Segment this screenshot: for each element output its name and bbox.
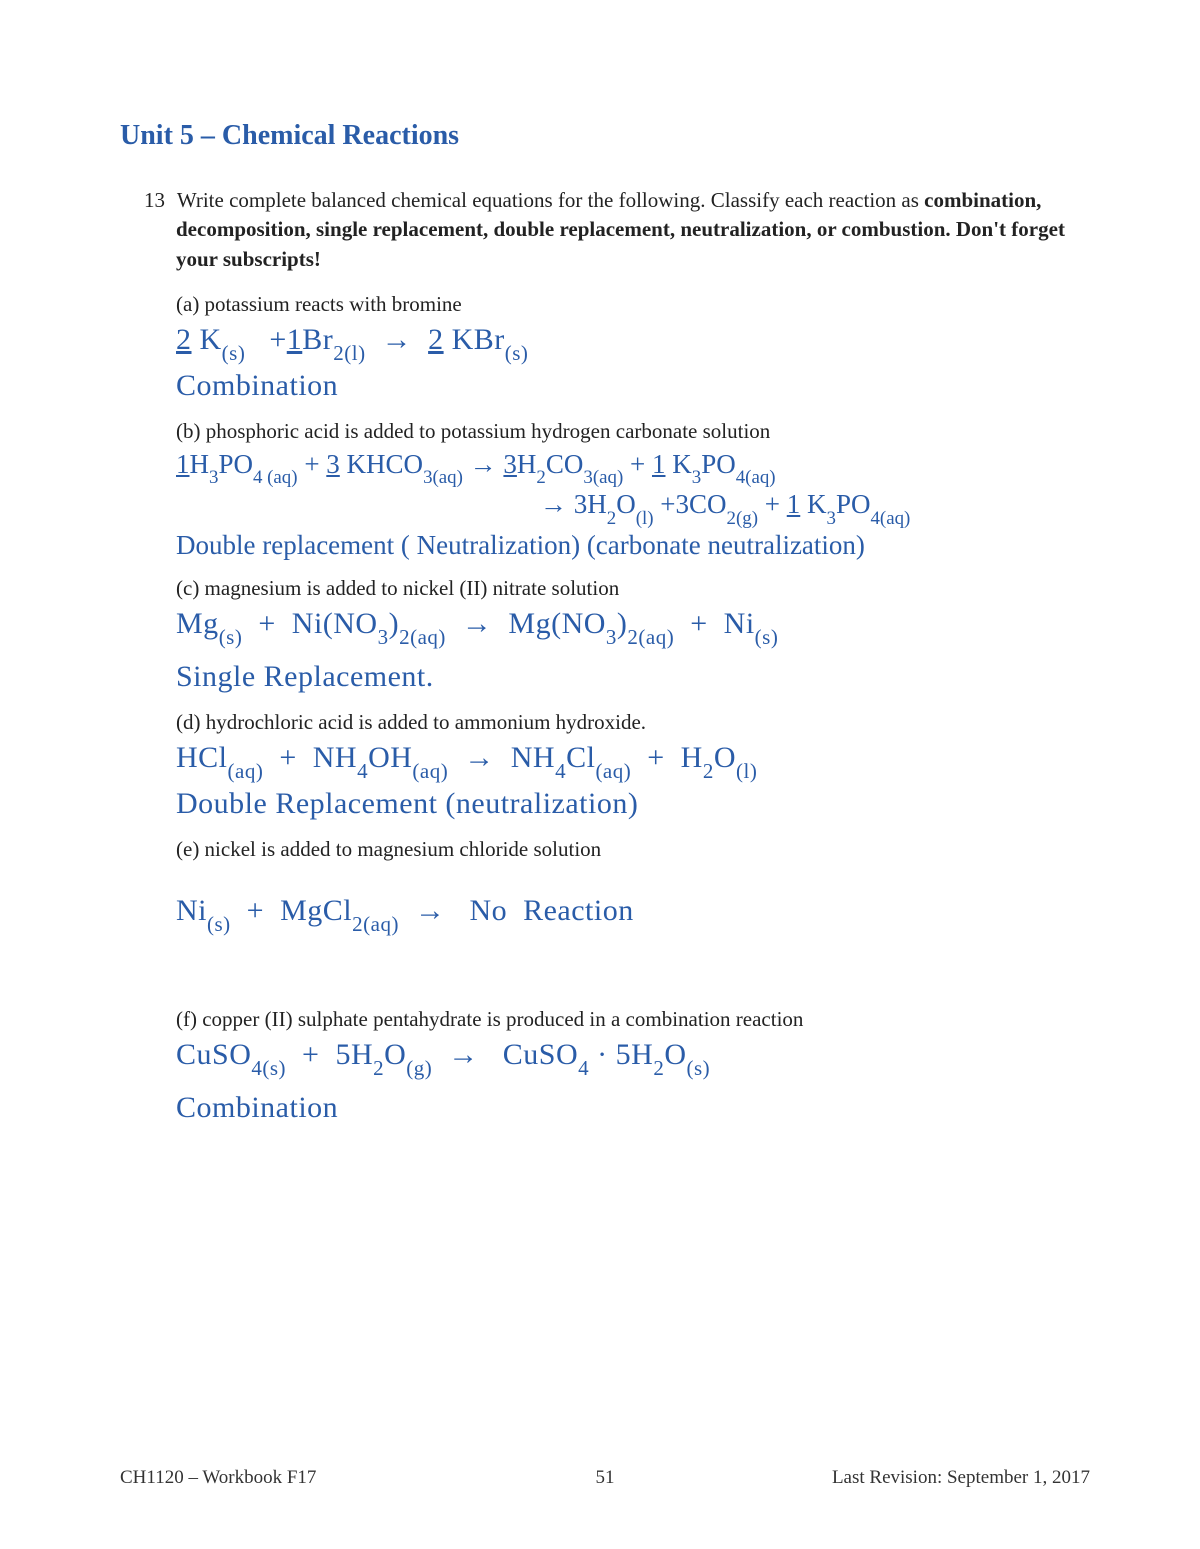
part-f-prompt: (f) copper (II) sulphate pentahydrate is… xyxy=(176,1007,1090,1032)
part-a-prompt: (a) potassium reacts with bromine xyxy=(176,292,1090,317)
part-b-equation-1: 1H3PO4 (aq) + 3 KHCO3(aq) → 3H2CO3(aq) +… xyxy=(176,446,1090,487)
worksheet-page: Unit 5 – Chemical Reactions 13 Write com… xyxy=(0,0,1200,1549)
part-b-prompt: (b) phosphoric acid is added to potassiu… xyxy=(176,419,1090,444)
part-b-equation-2: → 3H2O(l) +3CO2(g) + 1 K3PO4(aq) xyxy=(540,486,1090,527)
part-e-equation: Ni(s) + MgCl2(aq) → No Reaction xyxy=(176,890,1090,935)
part-d-prompt: (d) hydrochloric acid is added to ammoni… xyxy=(176,710,1090,735)
footer-page-number: 51 xyxy=(120,1467,1090,1489)
part-d-class: Double Replacement (neutralization) xyxy=(176,783,1090,825)
part-d-equation: HCl(aq) + NH4OH(aq) → NH4Cl(aq) + H2O(l) xyxy=(176,737,1090,782)
part-f-equation: CuSO4(s) + 5H2O(g) → CuSO4 · 5H2O(s) xyxy=(176,1034,1090,1079)
question-stem: Write complete balanced chemical equatio… xyxy=(177,188,924,212)
part-c-equation: Mg(s) + Ni(NO3)2(aq) → Mg(NO3)2(aq) + Ni… xyxy=(176,603,1090,648)
part-c-class: Single Replacement. xyxy=(176,656,1090,698)
part-b-class: Double replacement ( Neutralization) (ca… xyxy=(176,527,1090,563)
question-number: 13 xyxy=(144,186,172,215)
part-c-prompt: (c) magnesium is added to nickel (II) ni… xyxy=(176,576,1090,601)
part-f-class: Combination xyxy=(176,1087,1090,1129)
page-footer: CH1120 – Workbook F17 51 Last Revision: … xyxy=(120,1467,1090,1489)
part-e-prompt: (e) nickel is added to magnesium chlorid… xyxy=(176,837,1090,862)
part-a-class: Combination xyxy=(176,365,1090,407)
question-13: 13 Write complete balanced chemical equa… xyxy=(176,186,1090,274)
unit-title: Unit 5 – Chemical Reactions xyxy=(120,120,1090,152)
part-a-equation: 2 K(s) +1Br2(l) → 2 KBr(s) xyxy=(176,319,1090,364)
